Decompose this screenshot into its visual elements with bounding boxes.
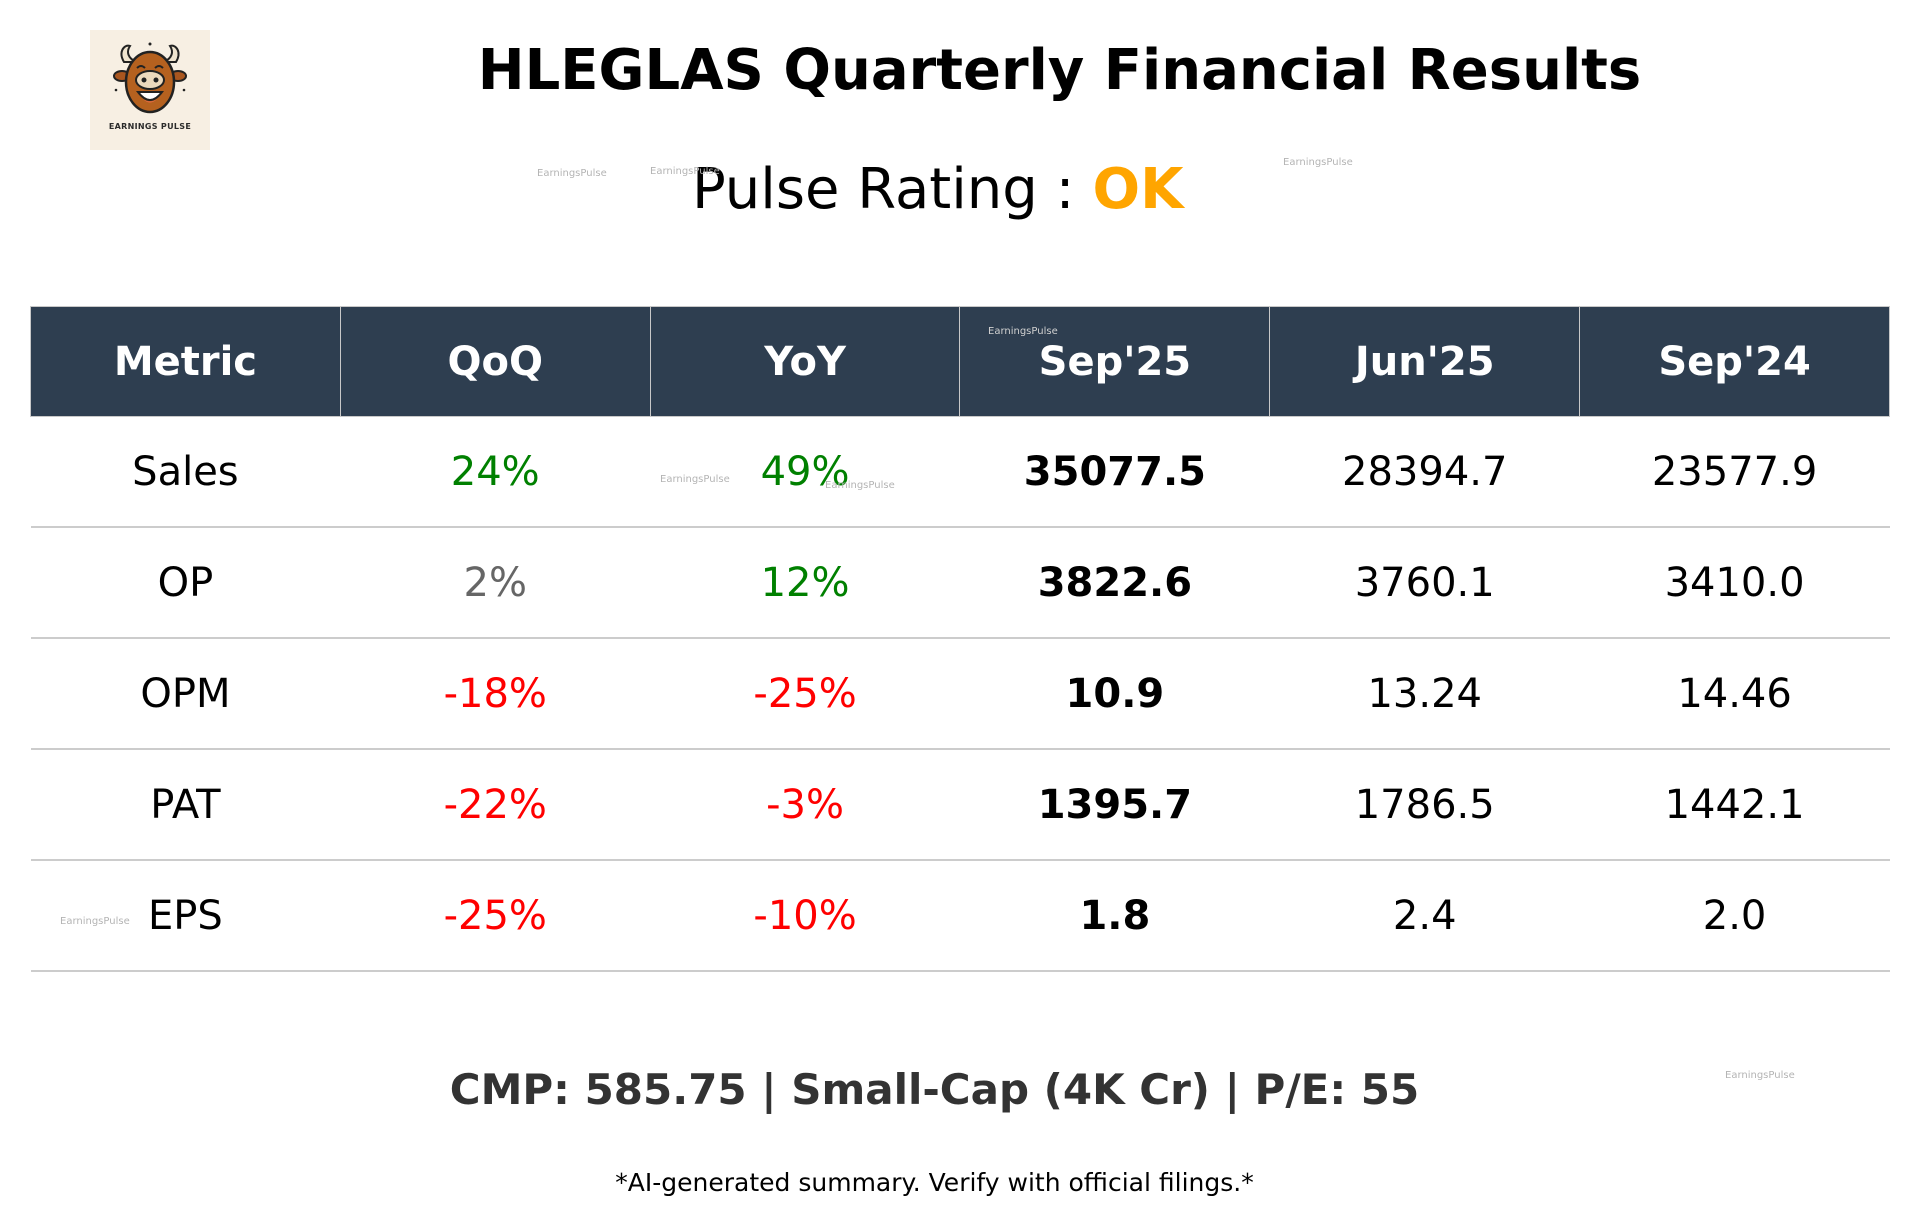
value-sep25: 35077.5	[959, 416, 1270, 528]
value-sep25: 3822.6	[959, 527, 1270, 639]
value-sep25: 10.9	[959, 638, 1270, 750]
qoq-change: 2%	[340, 527, 651, 639]
qoq-change: -18%	[340, 638, 651, 750]
pulse-rating-label: Pulse Rating :	[692, 157, 1075, 222]
qoq-change: -25%	[340, 860, 651, 972]
value-sep24: 3410.0	[1579, 527, 1890, 639]
value-sep24: 2.0	[1579, 860, 1890, 972]
watermark: EarningsPulse	[1283, 157, 1353, 168]
earnings-pulse-logo: EARNINGS PULSE	[90, 30, 210, 150]
value-jun25: 28394.7	[1269, 416, 1580, 528]
metric-name: OP	[30, 527, 341, 639]
table-header-row: Metric QoQ YoY Sep'25 Jun'25 Sep'24	[30, 306, 1890, 417]
column-header-metric: Metric	[30, 306, 341, 417]
table-row: EPS -25% -10% 1.8 2.4 2.0	[30, 860, 1890, 972]
yoy-change: -25%	[650, 638, 960, 750]
metric-name: OPM	[30, 638, 341, 750]
value-sep25: 1395.7	[959, 749, 1270, 861]
column-header-sep24: Sep'24	[1579, 306, 1890, 417]
disclaimer: *AI-generated summary. Verify with offic…	[615, 1168, 1254, 1197]
value-sep24: 14.46	[1579, 638, 1890, 750]
yoy-change: 12%	[650, 527, 960, 639]
bull-mascot-icon	[113, 42, 187, 114]
column-header-yoy: YoY	[649, 306, 961, 417]
page-title: HLEGLAS Quarterly Financial Results	[477, 38, 1642, 103]
market-summary: CMP: 585.75 | Small-Cap (4K Cr) | P/E: 5…	[449, 1065, 1420, 1114]
table-row: OP 2% 12% 3822.6 3760.1 3410.0	[30, 527, 1890, 639]
qoq-change: 24%	[340, 416, 651, 528]
value-sep25: 1.8	[959, 860, 1270, 972]
value-jun25: 2.4	[1269, 860, 1580, 972]
qoq-change: -22%	[340, 749, 651, 861]
logo-text: EARNINGS PULSE	[108, 122, 192, 131]
metric-name: Sales	[30, 416, 341, 528]
column-header-qoq: QoQ	[339, 306, 651, 417]
table-row: OPM -18% -25% 10.9 13.24 14.46	[30, 638, 1890, 750]
value-sep24: 23577.9	[1579, 416, 1890, 528]
table-row: Sales 24% 49% 35077.5 28394.7 23577.9	[30, 416, 1890, 528]
results-table: Metric QoQ YoY Sep'25 Jun'25 Sep'24 Sale…	[30, 306, 1890, 972]
yoy-change: -3%	[650, 749, 960, 861]
table-row: PAT -22% -3% 1395.7 1786.5 1442.1	[30, 749, 1890, 861]
yoy-change: -10%	[650, 860, 960, 972]
metric-name: EPS	[30, 860, 341, 972]
value-jun25: 13.24	[1269, 638, 1580, 750]
watermark: EarningsPulse	[537, 168, 607, 179]
column-header-jun25: Jun'25	[1269, 306, 1581, 417]
pulse-rating-value: OK	[1092, 157, 1184, 222]
value-sep24: 1442.1	[1579, 749, 1890, 861]
column-header-sep25: Sep'25	[959, 306, 1271, 417]
value-jun25: 1786.5	[1269, 749, 1580, 861]
metric-name: PAT	[30, 749, 341, 861]
yoy-change: 49%	[650, 416, 960, 528]
value-jun25: 3760.1	[1269, 527, 1580, 639]
